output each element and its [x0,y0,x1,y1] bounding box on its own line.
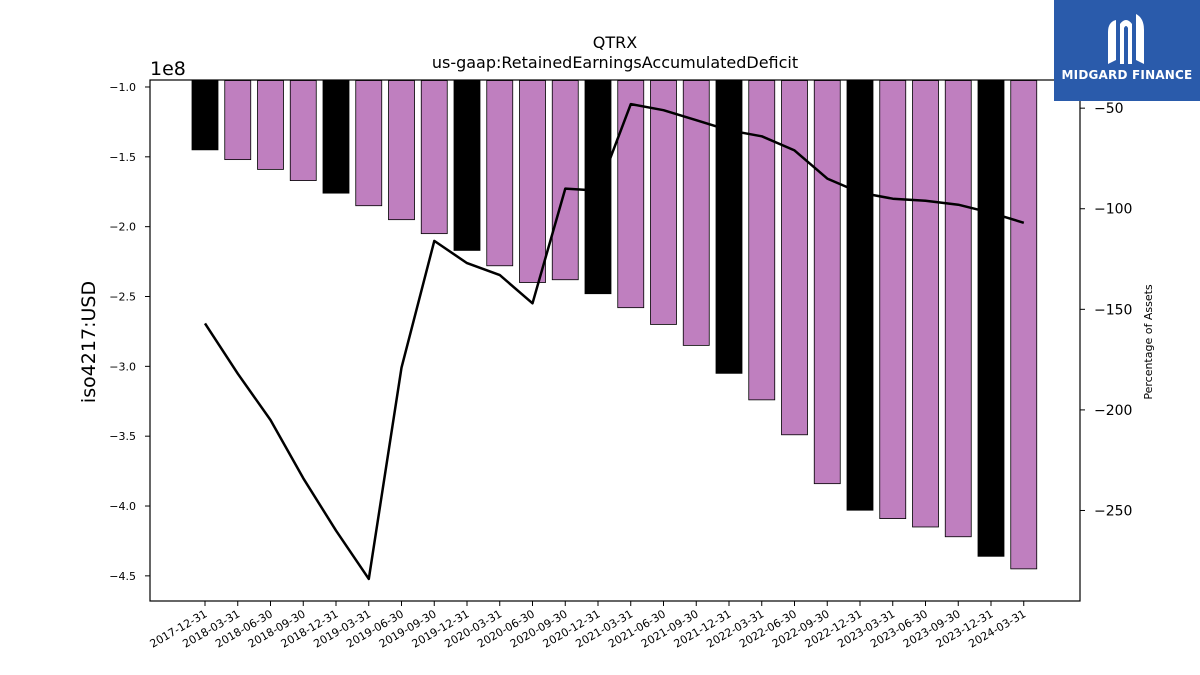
chart-bar [388,80,415,221]
chart-bar [224,80,252,161]
chart-bar [912,80,939,528]
chart-bar [781,80,808,436]
chart-bar [944,80,972,538]
y-right-tick-label: −50 [1094,101,1124,117]
logo-text: MIDGARD FINANCE [1061,68,1193,82]
midgard-logo-icon [1108,14,1144,64]
chart-bar [977,80,1005,557]
chart-bar [289,80,317,181]
midgard-logo: MIDGARD FINANCE [1054,0,1200,101]
y-right-tick-label: −250 [1094,503,1132,519]
chart-bar [650,80,677,325]
y-right-tick-label: −100 [1094,202,1132,218]
chart-bar [551,80,579,281]
chart-bar [257,80,284,170]
y-right-tick-label: −150 [1094,302,1132,318]
chart-bar [519,80,546,283]
chart-bar [420,80,448,235]
percentage-line [203,102,1025,581]
y-tick-label: −4.0 [109,500,136,513]
y-tick-label: −1.5 [109,151,136,164]
chart-bar [617,80,645,309]
chart-bar [748,80,776,401]
y-tick-label: −2.5 [109,291,136,304]
chart-bar [322,80,350,194]
y-offset-label: 1e8 [150,58,186,80]
chart-bar [682,80,710,346]
y-tick-label: −3.0 [109,360,136,373]
y-tick-label: −3.5 [109,430,136,443]
chart-bar [846,80,874,511]
y-tick-label: −4.5 [109,570,136,583]
chart-bar [715,80,743,374]
y-axis-right-label: Percentage of Assets [1142,284,1155,400]
chart-bar [355,80,383,207]
chart-bar [1010,80,1038,570]
chart-title: QTRX [593,33,637,52]
chart-subtitle: us-gaap:RetainedEarningsAccumulatedDefic… [432,53,798,72]
chart-bar [813,80,841,485]
chart-bar [453,80,481,251]
chart-bar [191,80,219,151]
y-tick-label: −1.0 [109,81,136,94]
chart-bar [486,80,514,267]
y-tick-label: −2.0 [109,221,136,234]
y-axis-label: iso4217:USD [78,281,100,403]
plot-frame [149,79,1081,602]
y-right-tick-label: −200 [1094,403,1132,419]
chart-bar [879,80,907,519]
